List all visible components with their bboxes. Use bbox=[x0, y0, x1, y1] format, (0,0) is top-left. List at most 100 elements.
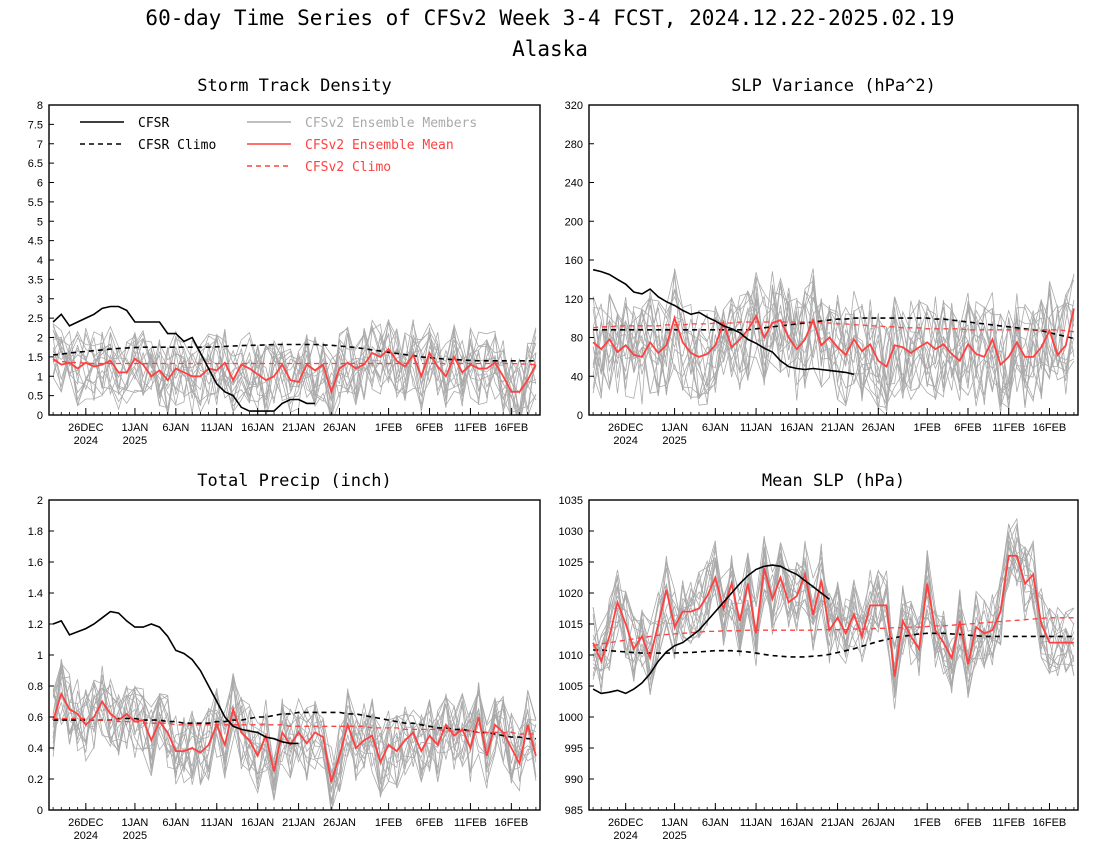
x-tick-label: 26JAN bbox=[862, 817, 895, 829]
x-tick-label: 21JAN bbox=[821, 422, 854, 434]
x-tick-label: 6FEB bbox=[954, 817, 982, 829]
y-tick-label: 0.8 bbox=[28, 681, 43, 693]
x-tick-label: 26DEC bbox=[68, 817, 104, 829]
x-tick-label: 11FEB bbox=[992, 817, 1025, 829]
ensemble-member-line bbox=[592, 534, 1075, 699]
ensemble-member-line bbox=[52, 682, 537, 801]
x-tick-year: 2025 bbox=[123, 830, 147, 842]
legend-label: CFSR Climo bbox=[138, 138, 216, 153]
x-tick-label: 21JAN bbox=[282, 422, 315, 434]
ensemble-members bbox=[592, 517, 1075, 710]
panel-1: Storm Track Density 0 0.5 1 1.5 2 2.5 3 3.5 4 4.5 5… bbox=[28, 76, 541, 447]
ensemble-member-line bbox=[52, 661, 537, 796]
y-tick-label: 990 bbox=[565, 774, 583, 786]
series-mean bbox=[592, 308, 1075, 369]
y-tick-label: 1.6 bbox=[28, 557, 43, 569]
x-tick-label: 16JAN bbox=[780, 422, 813, 434]
ensemble-member-line bbox=[52, 325, 536, 415]
y-tick-label: 1010 bbox=[559, 650, 583, 662]
series-mean-climo bbox=[592, 617, 1074, 647]
x-tick-label: 11JAN bbox=[740, 422, 772, 434]
y-tick-label: 1.2 bbox=[28, 619, 43, 631]
x-tick-label: 26JAN bbox=[323, 817, 356, 829]
y-tick-label: 0 bbox=[37, 410, 43, 422]
y-tick-label: 2 bbox=[37, 495, 43, 507]
ensemble-member-line bbox=[592, 273, 1075, 414]
legend: CFSR CFSR Climo CFSv2 Ensemble Members CFSv… bbox=[80, 116, 477, 175]
y-tick-label: 0.4 bbox=[28, 743, 43, 755]
x-tick-label: 1JAN bbox=[121, 422, 148, 434]
y-tick-label: 0 bbox=[37, 805, 43, 817]
x-tick-label: 16JAN bbox=[241, 817, 274, 829]
panel-title: Mean SLP (hPa) bbox=[762, 471, 905, 491]
y-tick-label: 1005 bbox=[559, 681, 583, 693]
y-tick-label: 7.5 bbox=[28, 119, 43, 131]
x-tick-year: 2024 bbox=[613, 830, 637, 842]
y-tick-label: 5.5 bbox=[28, 197, 43, 209]
x-tick-label: 16FEB bbox=[1033, 422, 1067, 434]
y-tick-label: 200 bbox=[565, 216, 583, 228]
x-tick-label: 11FEB bbox=[992, 422, 1025, 434]
x-tick-label: 1FEB bbox=[913, 817, 941, 829]
x-tick-label: 1JAN bbox=[661, 817, 688, 829]
x-tick-label: 21JAN bbox=[821, 817, 854, 829]
y-tick-label: 160 bbox=[565, 255, 583, 267]
y-tick-label: 6 bbox=[37, 178, 43, 190]
x-tick-year: 2024 bbox=[74, 435, 98, 447]
y-tick-label: 240 bbox=[565, 178, 583, 190]
panel-title: Storm Track Density bbox=[197, 76, 391, 96]
ensemble-member-line bbox=[592, 553, 1075, 676]
y-tick-label: 2 bbox=[37, 333, 43, 345]
ensemble-member-line bbox=[52, 322, 537, 415]
y-tick-label: 4 bbox=[37, 255, 43, 267]
series-cfsr bbox=[52, 610, 299, 745]
x-tick-label: 11JAN bbox=[201, 817, 233, 829]
legend-label: CFSv2 Ensemble Members bbox=[305, 116, 477, 131]
legend-label: CFSv2 Climo bbox=[305, 160, 391, 175]
x-tick-label: 6JAN bbox=[702, 422, 729, 434]
y-tick-label: 1 bbox=[37, 371, 43, 383]
series-cfsr bbox=[592, 564, 830, 695]
y-tick-label: 1 bbox=[37, 650, 43, 662]
y-tick-label: 0.5 bbox=[28, 391, 43, 403]
y-tick-label: 1.5 bbox=[28, 352, 43, 364]
ensemble-member-line bbox=[52, 323, 537, 415]
panel-3: Total Precip (inch) 0 0.2 0.4 0.6 0.8 1 1.2 1.4 1… bbox=[28, 471, 541, 842]
x-tick-label: 11FEB bbox=[454, 817, 487, 829]
y-tick-label: 1020 bbox=[559, 588, 583, 600]
x-tick-year: 2025 bbox=[123, 435, 147, 447]
y-tick-label: 5 bbox=[37, 216, 43, 228]
y-tick-label: 2.5 bbox=[28, 313, 43, 325]
y-tick-label: 6.5 bbox=[28, 158, 43, 170]
x-tick-label: 6JAN bbox=[162, 817, 189, 829]
x-tick-label: 1FEB bbox=[375, 422, 403, 434]
x-tick-label: 6JAN bbox=[162, 422, 189, 434]
ensemble-member-line bbox=[52, 323, 537, 414]
ensemble-member-line bbox=[592, 268, 1075, 410]
x-tick-label: 1FEB bbox=[913, 422, 941, 434]
ensemble-member-line bbox=[52, 319, 537, 415]
x-tick-label: 26DEC bbox=[608, 422, 644, 434]
y-tick-label: 1025 bbox=[559, 557, 583, 569]
ensemble-member-line bbox=[52, 665, 536, 793]
y-tick-label: 280 bbox=[565, 139, 583, 151]
x-tick-label: 16FEB bbox=[495, 422, 529, 434]
x-tick-label: 6FEB bbox=[416, 817, 444, 829]
y-tick-label: 3 bbox=[37, 294, 43, 306]
main-title: 60-day Time Series of CFSv2 Week 3-4 FCS… bbox=[145, 6, 954, 30]
y-tick-label: 1000 bbox=[559, 712, 583, 724]
series-cfsr bbox=[52, 305, 315, 412]
ensemble-member-line bbox=[592, 288, 1075, 406]
x-tick-label: 6FEB bbox=[416, 422, 444, 434]
y-tick-label: 0.2 bbox=[28, 774, 43, 786]
series-mean bbox=[52, 691, 537, 783]
x-tick-label: 11FEB bbox=[454, 422, 487, 434]
y-tick-label: 985 bbox=[565, 805, 583, 817]
plot-frame bbox=[588, 499, 1079, 811]
y-tick-label: 80 bbox=[571, 333, 583, 345]
x-tick-label: 1JAN bbox=[661, 422, 688, 434]
plot-frame bbox=[48, 499, 541, 811]
ensemble-member-line bbox=[52, 675, 537, 791]
x-tick-year: 2024 bbox=[74, 830, 98, 842]
x-tick-label: 6FEB bbox=[954, 422, 982, 434]
